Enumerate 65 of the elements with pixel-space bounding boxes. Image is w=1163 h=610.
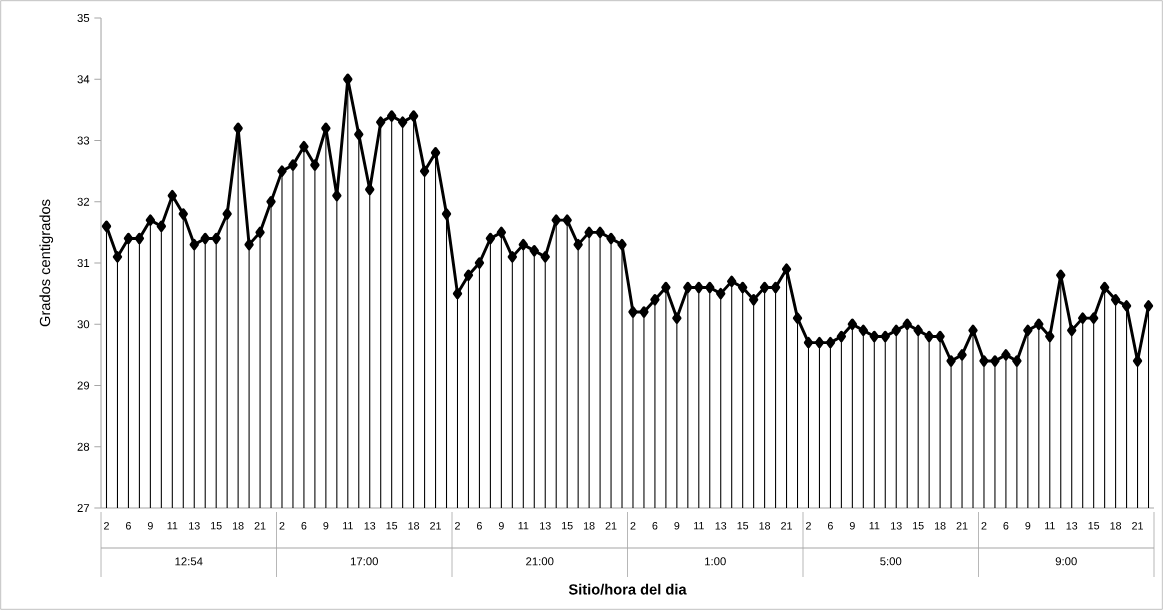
- text: 5:00: [880, 557, 902, 566]
- x-tick-label: 9: [674, 522, 680, 530]
- x-tick-label: 9: [498, 522, 504, 530]
- x-tick-label: 9: [1025, 522, 1031, 530]
- x-tick-label: 11: [343, 522, 353, 530]
- x-tick-label: 13: [1066, 522, 1078, 530]
- x-tick-label: 6: [828, 522, 833, 530]
- x-tick-label: 21: [605, 522, 617, 530]
- x-tick-label: 13: [891, 522, 902, 530]
- x-tick-label: 15: [913, 522, 924, 530]
- x-tick-label: 21: [781, 522, 792, 530]
- x-tick-label: 13: [540, 522, 551, 530]
- x-tick-label: 2: [630, 522, 636, 530]
- text: 17:00: [350, 557, 378, 566]
- x-tick-label: 11: [869, 522, 880, 530]
- x-tick-label: 6: [1003, 522, 1009, 530]
- x-tick-label: 2: [981, 522, 987, 530]
- x-tick-label: 11: [167, 522, 178, 530]
- x-tick-label: 2: [104, 522, 109, 530]
- x-tick-label: 2: [279, 522, 285, 530]
- x-tick-label: 6: [126, 522, 131, 530]
- x-tick-label: 11: [518, 522, 529, 530]
- x-tick-label: 6: [301, 522, 307, 530]
- x-tick-label: 15: [386, 522, 398, 530]
- y-tick-label: 35: [77, 14, 90, 23]
- y-tick-label: 31: [77, 258, 90, 267]
- x-tick-label: 6: [652, 522, 658, 530]
- x-tick-label: 18: [408, 522, 420, 530]
- y-tick-label: 34: [77, 75, 90, 84]
- x-tick-label: 15: [1088, 522, 1100, 530]
- x-tick-label: 13: [189, 522, 200, 530]
- x-tick-label: 18: [233, 522, 244, 530]
- y-tick-label: 29: [77, 381, 90, 390]
- x-tick-label: 6: [477, 522, 482, 530]
- x-tick-label: 18: [934, 522, 946, 530]
- text: 12:54: [175, 557, 203, 566]
- x-tick-label: 2: [455, 522, 460, 530]
- y-tick-label: 27: [77, 504, 90, 512]
- x-tick-label: 11: [694, 522, 704, 530]
- x-tick-label: 21: [430, 522, 441, 530]
- x-tick-label: 11: [1045, 522, 1055, 530]
- text: 1:00: [705, 557, 726, 566]
- x-tick-label: 15: [211, 522, 222, 530]
- x-axis-title: Sitio/hora del dia: [568, 583, 687, 595]
- x-tick-label: 18: [759, 522, 771, 530]
- y-tick-label: 30: [77, 320, 90, 329]
- x-tick-label: 18: [1110, 522, 1122, 530]
- x-tick-label: 2: [806, 522, 811, 530]
- y-tick-label: 28: [77, 442, 90, 451]
- x-tick-label: 9: [849, 522, 855, 530]
- x-tick-label: 18: [584, 522, 595, 530]
- y-axis-title: Grados centigrados: [39, 199, 54, 327]
- x-tick-label: 13: [715, 522, 727, 530]
- x-tick-label: 9: [323, 522, 329, 530]
- x-tick-label: 15: [737, 522, 749, 530]
- y-tick-label: 33: [77, 136, 90, 145]
- x-tick-label: 21: [956, 522, 968, 530]
- x-tick-label: 21: [1132, 522, 1143, 530]
- x-tick-label: 13: [364, 522, 376, 530]
- x-tick-label: 21: [254, 522, 266, 530]
- text: 21:00: [526, 557, 554, 566]
- x-tick-label: 15: [562, 522, 573, 530]
- text: 9:00: [1055, 557, 1077, 566]
- x-tick-label: 9: [147, 522, 153, 530]
- y-tick-label: 32: [77, 197, 90, 206]
